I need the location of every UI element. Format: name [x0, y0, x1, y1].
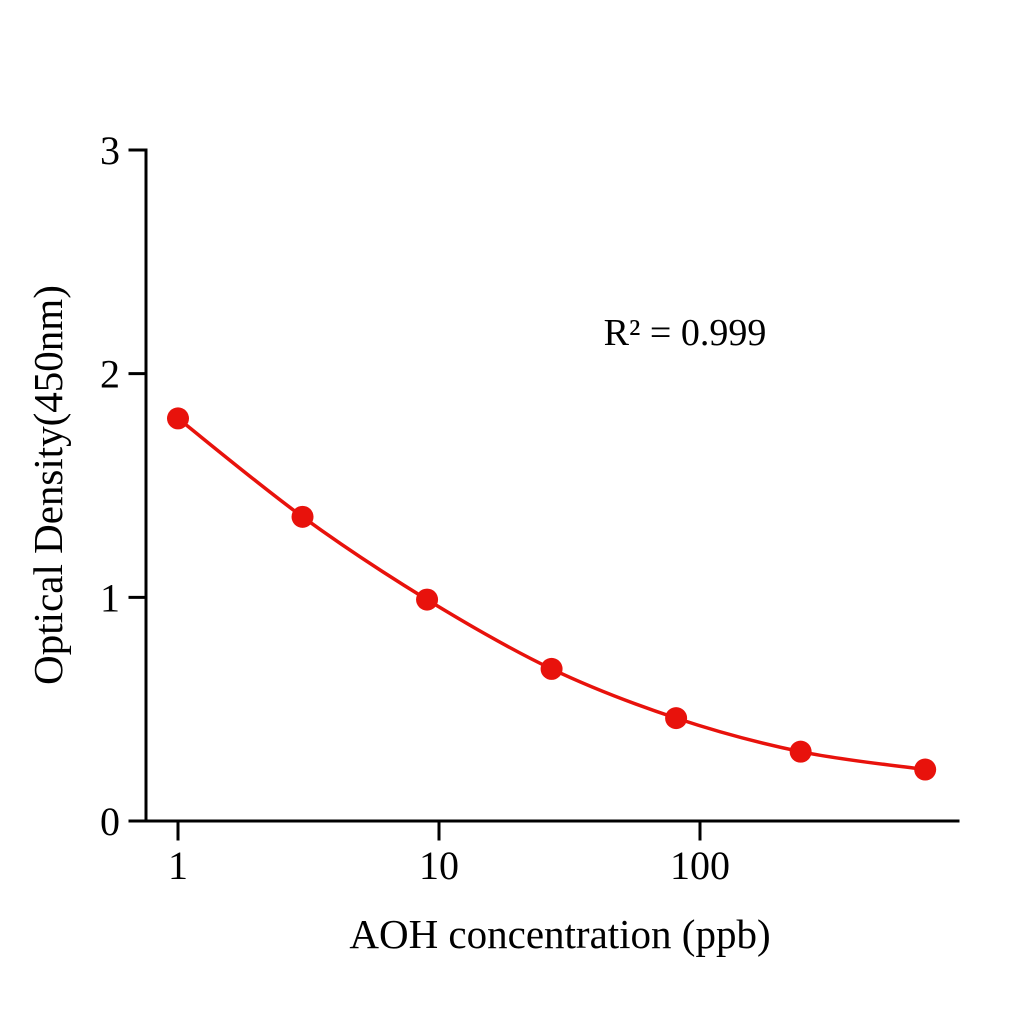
fit-curve [176, 417, 926, 772]
x-tick-label: 100 [670, 843, 730, 888]
y-tick-label: 0 [100, 799, 120, 844]
x-axis-ticks [176, 821, 702, 841]
data-point [167, 407, 189, 430]
y-axis-tick-labels: 0 1 2 3 [100, 128, 120, 844]
x-tick-label: 1 [168, 843, 188, 888]
x-axis-title: AOH concentration (ppb) [349, 911, 770, 957]
r-squared-annotation: R² = 0.999 [604, 312, 767, 354]
data-points [167, 407, 937, 781]
y-axis-title: Optical Density(450nm) [25, 285, 71, 685]
data-point [665, 707, 688, 730]
data-point [789, 740, 812, 763]
data-point [416, 588, 439, 611]
x-axis-tick-labels: 1 10 100 [168, 843, 730, 888]
x-tick-label: 10 [419, 843, 459, 888]
y-tick-label: 2 [100, 352, 120, 397]
y-tick-label: 1 [100, 575, 120, 620]
data-point [291, 505, 314, 528]
y-tick-label: 3 [100, 128, 120, 173]
y-axis-ticks [128, 148, 147, 823]
data-point [540, 657, 563, 680]
data-point [914, 758, 937, 781]
